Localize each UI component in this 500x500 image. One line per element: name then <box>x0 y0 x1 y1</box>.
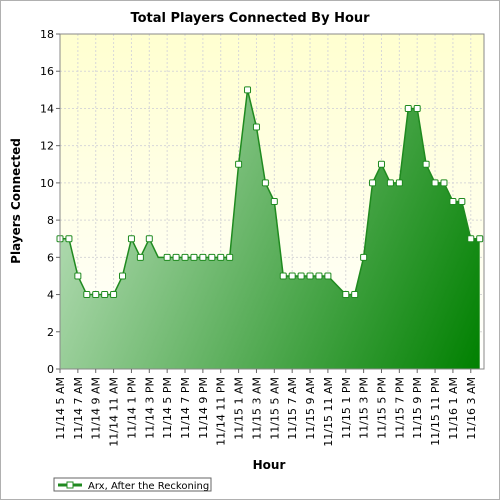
data-point <box>315 272 323 280</box>
x-tick-label: 11/14 5 AM <box>54 377 67 440</box>
data-point <box>369 179 377 187</box>
data-point <box>127 235 135 243</box>
x-tick-label: 11/15 9 PM <box>411 377 424 439</box>
data-point <box>306 272 314 280</box>
data-point <box>386 179 394 187</box>
data-point <box>261 179 269 187</box>
data-point <box>395 179 403 187</box>
x-tick-label: 11/14 11 AM <box>108 377 121 447</box>
data-point <box>270 198 278 205</box>
x-tick-label: 11/14 9 PM <box>197 377 210 439</box>
y-tick-label: 2 <box>47 326 54 339</box>
data-point <box>199 253 207 261</box>
data-point <box>235 160 243 168</box>
data-point <box>458 198 466 205</box>
x-tick-label: 11/15 3 PM <box>358 377 371 439</box>
x-tick-label: 11/14 11 PM <box>215 377 228 446</box>
data-point <box>360 253 368 261</box>
data-point <box>431 179 439 187</box>
series-area-fill <box>60 89 480 369</box>
data-point <box>476 235 484 243</box>
data-point <box>74 272 82 280</box>
x-tick-label: 11/15 7 PM <box>393 377 406 439</box>
data-point <box>377 160 385 168</box>
y-tick-label: 12 <box>40 140 54 153</box>
data-point <box>92 291 100 299</box>
y-tick-label: 14 <box>40 102 54 115</box>
x-tick-label: 11/16 3 AM <box>465 377 478 440</box>
legend-label: Arx, After the Reckoning <box>88 481 209 492</box>
data-point <box>422 160 430 168</box>
x-axis-title: Hour <box>253 458 286 472</box>
data-point <box>351 291 359 299</box>
data-point <box>413 104 421 112</box>
data-point <box>65 235 73 243</box>
data-point <box>145 235 153 243</box>
data-point <box>226 253 234 261</box>
y-tick-label: 4 <box>47 289 54 302</box>
chart-title: Total Players Connected By Hour <box>130 11 370 26</box>
plot-border <box>59 33 485 370</box>
x-tick-label: 11/15 1 PM <box>340 377 353 439</box>
x-tick-label: 11/15 11 PM <box>429 377 442 446</box>
data-point <box>136 253 144 261</box>
data-point <box>467 235 475 243</box>
y-tick-label: 10 <box>40 177 54 190</box>
x-tick-label: 11/14 1 PM <box>125 377 138 439</box>
data-point <box>163 253 171 261</box>
series-markers <box>56 86 484 299</box>
x-tick-label: 11/15 3 AM <box>250 377 263 440</box>
data-point <box>119 272 127 280</box>
data-point <box>181 253 189 261</box>
x-tick-label: 11/14 5 PM <box>161 377 174 439</box>
y-axis-title: Players Connected <box>9 138 23 264</box>
x-tick-label: 11/14 9 AM <box>90 377 103 440</box>
y-tick-label: 6 <box>47 251 54 264</box>
x-tick-label: 11/16 1 AM <box>447 377 460 440</box>
data-point <box>449 198 457 205</box>
y-tick-label: 8 <box>47 214 54 227</box>
y-tick-label: 16 <box>40 65 54 78</box>
data-point <box>324 272 332 280</box>
data-point <box>101 291 109 299</box>
data-point <box>244 86 252 94</box>
y-tick-label: 18 <box>40 28 54 41</box>
data-point <box>208 253 216 261</box>
x-tick-label: 11/15 9 AM <box>304 377 317 440</box>
data-point <box>288 272 296 280</box>
data-point <box>404 104 412 112</box>
legend: Arx, After the Reckoning <box>53 477 212 492</box>
x-tick-label: 11/14 7 PM <box>179 377 192 439</box>
y-tick-label: 0 <box>47 363 54 376</box>
data-point <box>172 253 180 261</box>
y-axis-ticks: 0 2 4 6 8 10 12 14 16 18 <box>40 28 60 376</box>
legend-marker-swatch <box>66 481 74 489</box>
x-axis-ticks: 11/14 5 AM 11/14 7 AM 11/14 9 AM 11/14 11 A… <box>54 369 478 447</box>
x-tick-label: 11/15 5 AM <box>268 377 281 440</box>
x-tick-label: 11/15 7 AM <box>286 377 299 440</box>
data-point <box>190 253 198 261</box>
data-point <box>83 291 91 299</box>
x-tick-label: 11/15 11 AM <box>322 377 335 447</box>
x-tick-label: 11/15 1 AM <box>233 377 246 440</box>
data-point <box>110 291 118 299</box>
legend-box <box>53 477 212 492</box>
data-point <box>440 179 448 187</box>
x-tick-label: 11/15 5 PM <box>375 377 388 439</box>
data-point <box>342 291 350 299</box>
x-tick-label: 11/14 3 PM <box>143 377 156 439</box>
data-point <box>279 272 287 280</box>
data-point <box>252 123 260 131</box>
data-point <box>217 253 225 261</box>
data-point <box>297 272 305 280</box>
x-tick-label: 11/14 7 AM <box>72 377 85 440</box>
